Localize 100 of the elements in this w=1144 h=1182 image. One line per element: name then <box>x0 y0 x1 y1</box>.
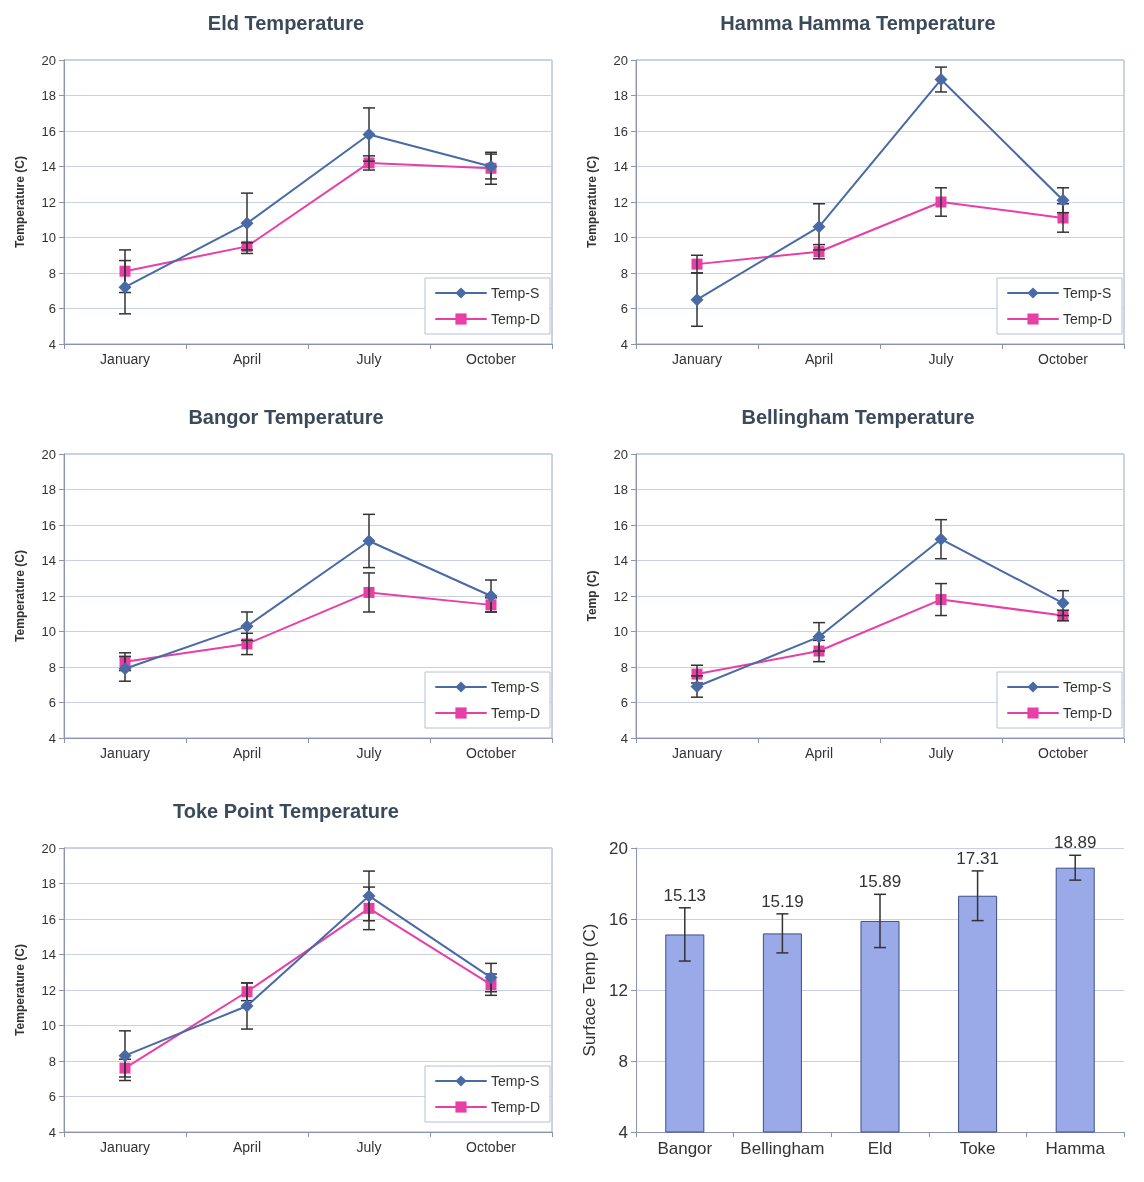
y-tick-label: 8 <box>48 1053 56 1069</box>
y-tick-label: 10 <box>41 624 56 639</box>
y-tick-label: 16 <box>41 123 56 139</box>
x-tick-label: October <box>1038 745 1089 761</box>
y-tick-label: 14 <box>613 553 628 568</box>
legend-label: Temp-S <box>1062 285 1112 301</box>
y-tick-label: 12 <box>613 588 628 604</box>
point <box>484 589 498 603</box>
y-axis-title: Temperature (C) <box>585 156 599 248</box>
y-tick-label: 20 <box>609 838 628 858</box>
y-tick-label: 6 <box>48 1089 56 1104</box>
point <box>690 293 704 307</box>
point <box>362 534 376 548</box>
y-tick-label: 20 <box>41 52 56 68</box>
x-tick-label: January <box>672 745 722 761</box>
point <box>240 999 254 1013</box>
x-tick-label: Toke <box>959 1139 996 1158</box>
data-label: 15.19 <box>761 891 804 911</box>
y-axis-title: Temp (C) <box>585 570 599 622</box>
point <box>934 73 948 87</box>
y-tick-label: 12 <box>41 982 56 998</box>
y-tick-label: 16 <box>41 517 56 533</box>
x-tick-label: January <box>100 1139 150 1155</box>
y-tick-label: 14 <box>41 947 56 962</box>
point <box>1056 596 1070 610</box>
y-axis-title: Surface Temp (C) <box>580 923 599 1057</box>
point <box>118 1049 132 1063</box>
legend-label: Temp-S <box>490 679 540 695</box>
x-tick-label: October <box>466 1139 517 1155</box>
x-tick-label: April <box>232 1139 262 1155</box>
x-tick-label: Hamma <box>1045 1139 1106 1158</box>
y-tick-label: 16 <box>613 123 628 139</box>
chart-title: Bellingham Temperature <box>741 406 975 428</box>
y-tick-label: 12 <box>41 588 56 604</box>
point <box>1056 193 1070 207</box>
y-tick-label: 18 <box>613 88 628 103</box>
y-tick-label: 4 <box>48 336 56 352</box>
y-tick-label: 10 <box>41 230 56 245</box>
x-tick-label: July <box>928 351 954 367</box>
x-tick-label: Eld <box>867 1139 893 1158</box>
legend-label: Temp-D <box>490 705 541 721</box>
legend-label: Temp-S <box>490 1073 540 1089</box>
y-tick-label: 4 <box>48 730 56 746</box>
x-tick-label: April <box>232 351 262 367</box>
legend-label: Temp-D <box>1062 311 1113 327</box>
y-tick-label: 18 <box>613 482 628 497</box>
x-tick-label: July <box>356 745 382 761</box>
y-tick-label: 8 <box>48 265 56 281</box>
chart-title: Hamma Hamma Temperature <box>720 12 996 34</box>
point <box>362 128 376 142</box>
x-tick-label: October <box>1038 351 1089 367</box>
y-tick-label: 6 <box>48 695 56 710</box>
y-tick-label: 20 <box>41 840 56 856</box>
y-tick-label: 14 <box>41 553 56 568</box>
legend-label: Temp-D <box>490 1099 541 1115</box>
y-tick-label: 6 <box>620 695 628 710</box>
x-tick-label: July <box>356 1139 382 1155</box>
y-tick-label: 6 <box>620 301 628 316</box>
y-tick-label: 6 <box>48 301 56 316</box>
chart-title: Bangor Temperature <box>188 406 384 428</box>
point <box>812 220 826 234</box>
x-tick-label: July <box>356 351 382 367</box>
x-tick-label: April <box>804 745 834 761</box>
data-label: 15.89 <box>858 872 902 892</box>
y-tick-label: 12 <box>41 194 56 210</box>
y-tick-label: 8 <box>620 265 628 281</box>
y-axis-title: Temperature (C) <box>13 944 27 1036</box>
x-tick-label: April <box>804 351 834 367</box>
y-tick-label: 20 <box>41 446 56 462</box>
x-tick-label: July <box>928 745 954 761</box>
point <box>240 619 254 633</box>
legend-label: Temp-D <box>1062 705 1113 721</box>
x-tick-label: Bangor <box>657 1139 713 1158</box>
point <box>812 630 826 644</box>
point <box>118 662 132 676</box>
legend-label: Temp-S <box>490 285 540 301</box>
y-tick-label: 10 <box>613 230 628 245</box>
legend-label: Temp-S <box>1062 679 1112 695</box>
y-tick-label: 8 <box>48 659 56 675</box>
y-tick-label: 8 <box>618 1051 628 1071</box>
point <box>690 680 704 694</box>
legend-label: Temp-D <box>490 311 541 327</box>
y-tick-label: 8 <box>620 659 628 675</box>
y-tick-label: 16 <box>41 911 56 927</box>
x-tick-label: October <box>466 351 517 367</box>
x-tick-label: January <box>672 351 722 367</box>
y-tick-label: 16 <box>613 517 628 533</box>
point <box>240 216 254 230</box>
y-tick-label: 14 <box>41 159 56 174</box>
data-label: 17.31 <box>956 848 999 868</box>
y-tick-label: 12 <box>613 194 628 210</box>
y-axis-title: Temperature (C) <box>13 550 27 642</box>
x-tick-label: January <box>100 351 150 367</box>
x-tick-label: Bellingham <box>740 1139 825 1158</box>
y-tick-label: 20 <box>613 52 628 68</box>
data-label: 15.13 <box>663 885 707 905</box>
data-label: 18.89 <box>1053 833 1097 853</box>
x-tick-label: October <box>466 745 517 761</box>
y-tick-label: 4 <box>618 1122 628 1142</box>
y-tick-label: 4 <box>48 1124 56 1140</box>
